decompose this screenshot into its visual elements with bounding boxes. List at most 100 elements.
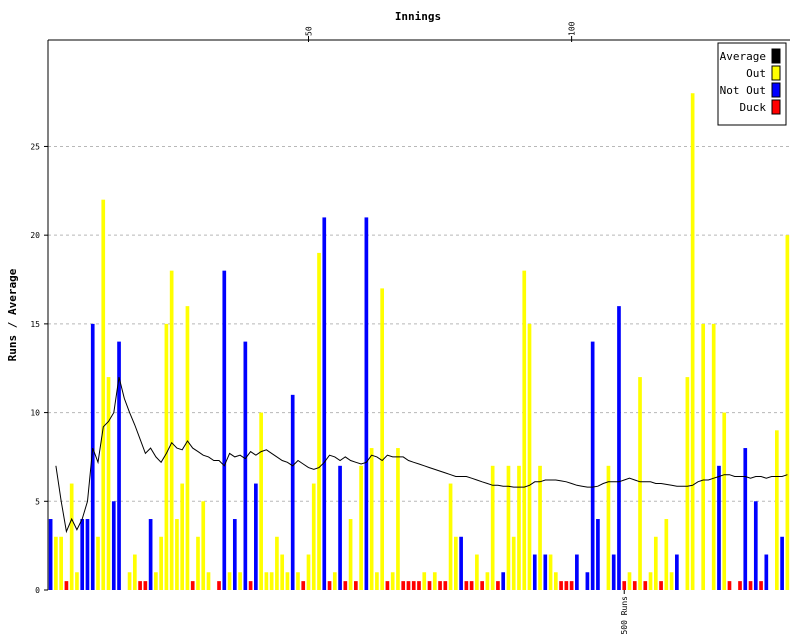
- bar-out: [422, 572, 427, 590]
- bar-out: [154, 572, 158, 590]
- bar-notout: [338, 465, 342, 590]
- bar-out: [627, 572, 632, 590]
- bar-out: [432, 572, 437, 590]
- bar-notout: [501, 572, 506, 590]
- bar-duck: [385, 581, 390, 590]
- bar-out: [448, 483, 453, 590]
- bar-notout: [543, 554, 548, 590]
- bar-out: [59, 536, 63, 590]
- bar-out: [785, 235, 790, 590]
- bar-out: [180, 483, 185, 590]
- bar-out: [485, 572, 490, 590]
- bar-out: [454, 536, 458, 590]
- bar-duck: [190, 581, 195, 590]
- bar-notout: [90, 323, 95, 590]
- bar-duck: [217, 581, 221, 590]
- y-tick-label: 15: [30, 320, 40, 329]
- bar-out: [375, 572, 379, 590]
- bar-out: [285, 572, 290, 590]
- bar-duck: [401, 581, 406, 590]
- bar-notout: [80, 519, 85, 590]
- bar-out: [185, 306, 190, 590]
- bar-out: [548, 554, 553, 590]
- bar-out: [653, 536, 658, 590]
- bar-out: [380, 288, 384, 590]
- y-tick-label: 20: [30, 231, 40, 240]
- grid-lines: [48, 145, 790, 502]
- bar-duck: [301, 581, 306, 590]
- bar-notout: [117, 341, 121, 590]
- bar-out: [306, 554, 311, 590]
- bar-out: [132, 554, 137, 590]
- bar-duck: [632, 581, 637, 590]
- bar-duck: [559, 581, 563, 590]
- bar-duck: [406, 581, 411, 590]
- bar-out: [396, 448, 400, 590]
- top-tick-label: 50: [304, 26, 313, 36]
- bar-duck: [480, 581, 484, 590]
- bar-out: [722, 412, 727, 590]
- bar-duck: [327, 581, 332, 590]
- bar-out: [259, 412, 263, 590]
- legend-label-notout: Not Out: [720, 84, 766, 97]
- bars: [48, 93, 790, 591]
- bar-duck: [569, 581, 574, 590]
- bar-duck: [759, 581, 763, 590]
- bar-duck: [564, 581, 569, 590]
- y-axis-title: Runs / Average: [6, 268, 19, 361]
- bar-duck: [469, 581, 474, 590]
- bar-out: [69, 483, 74, 590]
- bar-duck: [64, 581, 69, 590]
- average-line: [55, 376, 788, 534]
- bar-notout: [753, 501, 758, 590]
- bar-notout: [611, 554, 616, 590]
- legend-swatch-duck: [771, 99, 781, 115]
- bar-notout: [764, 554, 769, 590]
- bar-duck: [748, 581, 753, 590]
- bar-out: [317, 252, 321, 590]
- top-tick-label: 100: [568, 21, 577, 36]
- bar-out: [106, 377, 111, 590]
- bar-notout: [532, 554, 537, 590]
- bar-out: [664, 519, 669, 590]
- bar-out: [648, 572, 653, 590]
- bar-duck: [438, 581, 442, 590]
- bar-out: [369, 448, 374, 590]
- bar-duck: [727, 581, 732, 590]
- milestone-label: 500 Runs: [620, 596, 629, 635]
- bar-out: [517, 465, 521, 590]
- bar-out: [348, 519, 353, 590]
- bar-duck: [643, 581, 648, 590]
- bar-out: [164, 323, 169, 590]
- bar-out: [701, 323, 706, 590]
- axes: 0 5 10 15 20 25 50 100 500 Runs: [30, 21, 790, 635]
- y-tick-label: 25: [30, 142, 40, 151]
- bar-notout: [243, 341, 248, 590]
- bar-out: [359, 465, 363, 590]
- bar-duck: [411, 581, 416, 590]
- chart-title: Innings: [395, 10, 441, 23]
- bar-out: [527, 323, 532, 590]
- bar-out: [201, 501, 206, 590]
- bar-notout: [364, 217, 369, 591]
- legend: Average Out Not Out Duck: [717, 42, 787, 126]
- bar-duck: [417, 581, 421, 590]
- bar-duck: [343, 581, 348, 590]
- bar-out: [390, 572, 395, 590]
- bar-notout: [322, 217, 327, 591]
- bar-out: [711, 323, 716, 590]
- y-tick-label: 0: [35, 586, 40, 595]
- bar-notout: [780, 536, 784, 590]
- bar-notout: [590, 341, 595, 590]
- bar-notout: [254, 483, 258, 590]
- bar-duck: [427, 581, 432, 590]
- bar-duck: [143, 581, 148, 590]
- bar-out: [490, 465, 495, 590]
- legend-swatch-out: [771, 65, 781, 81]
- average-series: [55, 376, 788, 534]
- bar-out: [206, 572, 211, 590]
- bar-out: [175, 519, 179, 590]
- bar-notout: [222, 270, 227, 590]
- bar-notout: [743, 448, 748, 590]
